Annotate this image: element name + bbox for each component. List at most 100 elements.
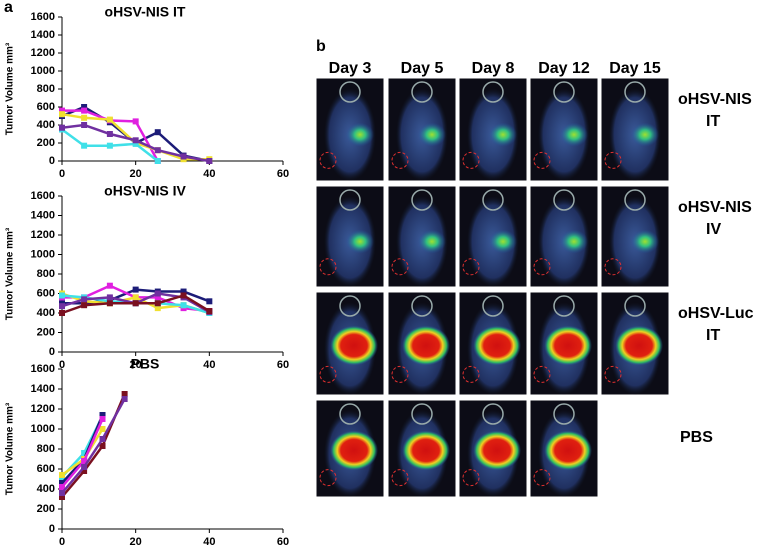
- tumor-outline: [319, 469, 337, 487]
- uptake: [346, 229, 374, 254]
- row-label: PBS: [680, 429, 713, 446]
- tumor-outline: [391, 469, 409, 487]
- marker: [106, 131, 113, 137]
- tumor-outline: [533, 469, 551, 487]
- panel-label: a: [4, 0, 13, 16]
- x-tick-label: 0: [59, 536, 65, 548]
- scan-image: [387, 77, 457, 182]
- y-tick-label: 200: [37, 137, 55, 149]
- tumor-outline: [462, 258, 480, 276]
- uptake: [631, 229, 659, 254]
- head: [624, 81, 646, 103]
- y-tick-label: 1600: [31, 190, 55, 202]
- y-tick-label: 200: [37, 503, 55, 515]
- chart-title: oHSV-NIS IT: [105, 4, 186, 20]
- marker: [59, 490, 65, 496]
- head: [339, 81, 361, 103]
- scan-image: [529, 77, 599, 182]
- marker: [81, 122, 88, 128]
- x-tick-label: 20: [130, 168, 142, 180]
- scan-image: [458, 399, 528, 498]
- marker: [132, 286, 139, 293]
- marker: [99, 416, 106, 422]
- head: [553, 189, 575, 211]
- marker: [81, 458, 88, 464]
- marker: [154, 290, 161, 297]
- row-label: oHSV-NIS: [678, 91, 752, 108]
- marker: [99, 412, 106, 418]
- uptake: [402, 430, 450, 471]
- x-tick-label: 0: [59, 168, 65, 180]
- x-tick-label: 20: [130, 536, 142, 548]
- marker: [106, 116, 113, 123]
- uptake: [330, 430, 378, 471]
- head: [482, 189, 504, 211]
- marker: [206, 298, 213, 305]
- column-label: Day 15: [609, 60, 661, 77]
- row-label: IV: [706, 221, 721, 238]
- tumor-outline: [604, 151, 622, 169]
- tumor-outline: [604, 365, 622, 383]
- y-tick-label: 800: [37, 443, 55, 455]
- chart-title: oHSV-NIS IV: [104, 183, 186, 199]
- tumor-outline: [462, 151, 480, 169]
- column-label: Day 12: [538, 60, 590, 77]
- panel-label: b: [316, 38, 326, 55]
- marker: [59, 472, 65, 478]
- scan-image: [315, 291, 385, 396]
- y-tick-label: 1400: [31, 209, 55, 221]
- marker: [99, 443, 106, 449]
- y-tick-label: 800: [37, 83, 55, 95]
- scan-image: [600, 77, 670, 182]
- marker: [180, 288, 187, 295]
- y-tick-label: 1600: [31, 363, 55, 375]
- y-tick-label: 1200: [31, 47, 55, 59]
- marker: [59, 111, 65, 118]
- marker: [81, 302, 88, 309]
- tumor-outline: [319, 151, 337, 169]
- x-tick-label: 0: [59, 359, 65, 371]
- head: [624, 295, 646, 317]
- y-tick-label: 1400: [31, 29, 55, 41]
- uptake: [560, 229, 588, 254]
- marker: [81, 114, 88, 121]
- tumor-outline: [391, 258, 409, 276]
- scan-image: [600, 185, 670, 288]
- marker: [132, 294, 139, 301]
- head: [411, 81, 433, 103]
- scan-image: [458, 291, 528, 396]
- y-tick-label: 600: [37, 287, 55, 299]
- uptake: [544, 325, 592, 366]
- head: [482, 403, 504, 425]
- series-line: [61, 398, 126, 494]
- tumor-outline: [604, 258, 622, 276]
- uptake: [346, 122, 374, 147]
- row-label: oHSV-Luc: [678, 305, 754, 322]
- marker: [59, 124, 65, 131]
- uptake: [473, 325, 521, 366]
- y-axis-label: Tumor Volume mm³: [5, 402, 16, 495]
- head: [339, 403, 361, 425]
- marker: [106, 282, 113, 289]
- uptake: [473, 430, 521, 471]
- row-label: IT: [706, 327, 720, 344]
- tumor-outline: [391, 365, 409, 383]
- marker: [99, 436, 106, 442]
- marker: [132, 137, 139, 144]
- y-tick-label: 1000: [31, 65, 55, 77]
- uptake: [489, 229, 517, 254]
- marker: [206, 308, 213, 315]
- scan-image: [529, 399, 599, 498]
- y-tick-label: 400: [37, 119, 55, 131]
- tumor-outline: [391, 151, 409, 169]
- head: [482, 81, 504, 103]
- marker: [59, 484, 65, 490]
- uptake: [489, 122, 517, 147]
- x-tick-label: 60: [277, 168, 289, 180]
- x-tick-label: 60: [277, 536, 289, 548]
- tumor-outline: [462, 365, 480, 383]
- row-label: IT: [706, 113, 720, 130]
- marker: [180, 302, 187, 309]
- marker: [59, 292, 65, 299]
